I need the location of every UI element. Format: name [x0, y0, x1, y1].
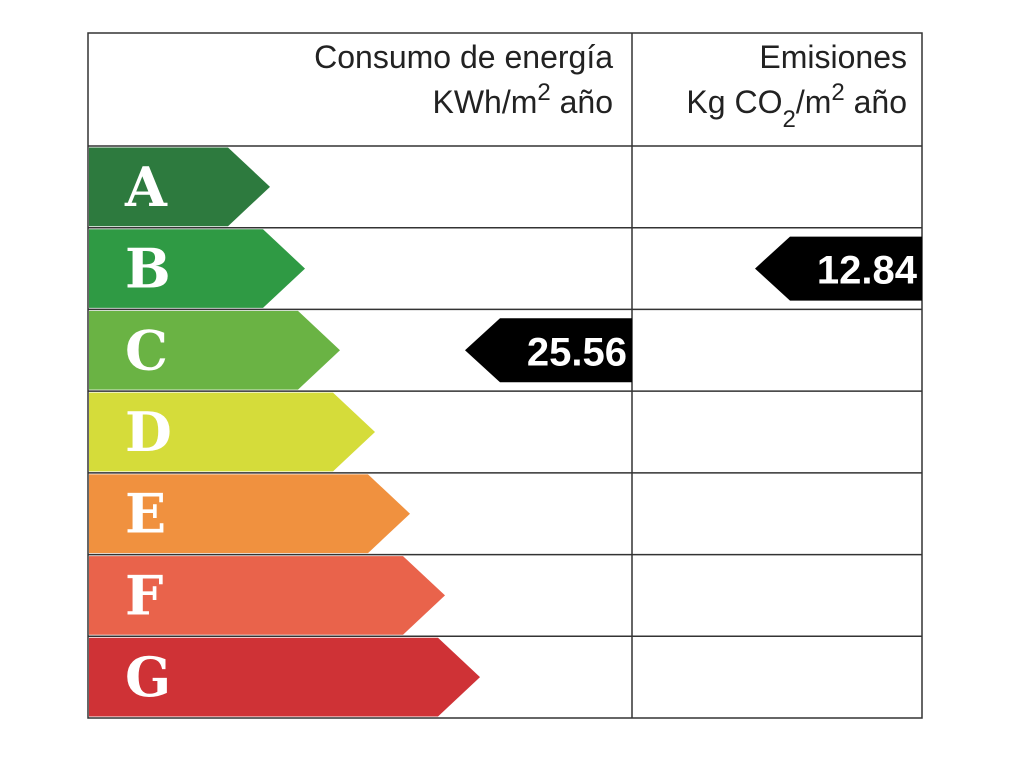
unit-part: 2: [831, 79, 844, 106]
energy-marker: [465, 318, 632, 383]
unit-part: año: [551, 84, 613, 120]
rating-arrow: [89, 310, 340, 390]
energy-unit: KWh/m2 año: [432, 79, 613, 121]
rating-letter: B: [125, 237, 171, 301]
rating-arrow: [89, 637, 480, 717]
emissions-title: Emisiones: [759, 39, 907, 75]
unit-part: 2: [782, 106, 795, 133]
rating-arrow: [89, 474, 410, 554]
emissions-value: 12.84: [817, 249, 918, 293]
rating-letter: G: [125, 645, 171, 709]
rating-letter: E: [125, 482, 166, 546]
rating-letter: D: [125, 400, 172, 464]
emissions-marker: [755, 236, 922, 301]
rating-arrow: [89, 556, 445, 635]
rating-letter: A: [124, 155, 168, 219]
unit-part: Kg CO: [686, 84, 782, 120]
emissions-unit: Kg CO2/m2 año: [686, 79, 907, 133]
rating-letter: F: [125, 563, 163, 627]
frame: [87, 32, 923, 719]
rating-arrow: [89, 392, 375, 472]
unit-part: /m: [796, 84, 832, 120]
rating-arrow: [89, 147, 270, 227]
rating-letter: C: [125, 318, 168, 382]
energy-value: 25.56: [527, 330, 627, 374]
unit-part: año: [845, 84, 907, 120]
energy-title: Consumo de energía: [314, 39, 613, 75]
unit-part: KWh/m: [432, 84, 537, 120]
unit-part: 2: [537, 79, 550, 106]
rating-arrow: [89, 229, 305, 308]
